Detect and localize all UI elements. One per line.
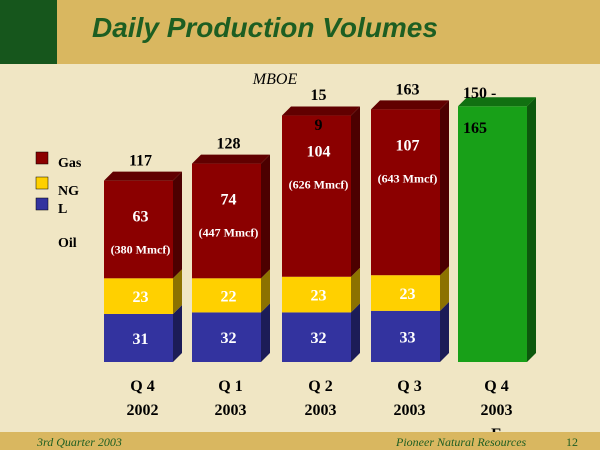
unit-label: MBOE xyxy=(252,71,298,88)
category-label-2: 2003 xyxy=(305,402,337,419)
estimate-range-label: 150 - xyxy=(463,85,496,102)
bar-gas-1 xyxy=(192,163,261,279)
legend-label-ngl: NG xyxy=(58,184,79,199)
bar-gas-2-side xyxy=(351,106,360,277)
value-label-gas-3: 107 xyxy=(396,137,420,154)
value-label-ngl-0: 23 xyxy=(133,289,149,306)
bar-gas-3-top xyxy=(371,100,449,110)
value-label-ngl-1: 22 xyxy=(221,288,237,305)
bar-gas-0-side xyxy=(173,171,182,279)
bar-gas-2 xyxy=(282,115,351,277)
bar-estimate xyxy=(458,106,527,362)
bar-gas-0 xyxy=(104,180,173,279)
bar-oil-3 xyxy=(371,310,440,362)
bar-gas-1-top xyxy=(192,154,270,164)
legend-label-oil: Oil xyxy=(58,236,77,251)
category-label-1: 2003 xyxy=(215,402,247,419)
gas-volume-note-0: (380 Mmcf) xyxy=(111,243,171,257)
bar-gas-2-top xyxy=(282,106,360,116)
total-label-1: 128 xyxy=(217,136,241,153)
footer-band xyxy=(0,432,600,450)
value-label-oil-1: 32 xyxy=(221,330,237,347)
value-label-ngl-3: 23 xyxy=(400,286,416,303)
value-label-oil-0: 31 xyxy=(133,331,149,348)
bar-ngl-3 xyxy=(371,275,440,311)
slide-title: Daily Production Volumes xyxy=(92,12,438,43)
bar-oil-1 xyxy=(192,312,261,362)
page-number: 12 xyxy=(566,435,578,449)
footer-company: Pioneer Natural Resources xyxy=(396,435,527,449)
bar-oil-1-side xyxy=(261,303,270,362)
category-label-0: 2002 xyxy=(127,402,159,419)
category-label-0: Q 4 xyxy=(130,378,154,395)
bar-gas-1-side xyxy=(261,154,270,279)
bar-oil-3-side xyxy=(440,301,449,362)
corner-block xyxy=(0,0,57,64)
bar-ngl-3-side xyxy=(440,266,449,311)
legend-swatch-oil xyxy=(35,197,49,211)
bar-oil-2 xyxy=(282,312,351,362)
gas-volume-note-2: (626 Mmcf) xyxy=(289,178,349,192)
legend-label-ngl: L xyxy=(58,202,67,217)
bar-oil-0-side xyxy=(173,304,182,362)
legend-label-gas: Gas xyxy=(58,156,82,171)
bar-oil-2-side xyxy=(351,303,360,362)
bar-oil-0 xyxy=(104,313,173,362)
production-chart: MBOE Gas NG L Oil 31 23 63 (380 Mmcf) 117 Q 4 2002 3… xyxy=(35,71,536,432)
bar-ngl-1 xyxy=(192,278,261,313)
total-label-3: 163 xyxy=(396,81,420,98)
value-label-ngl-2: 23 xyxy=(311,288,327,305)
bar-ngl-0 xyxy=(104,278,173,314)
bar-gas-0-top xyxy=(104,171,182,181)
value-label-gas-1: 74 xyxy=(221,192,237,209)
category-label-1: Q 1 xyxy=(218,378,242,395)
gas-volume-note-3: (643 Mmcf) xyxy=(378,171,438,185)
bar-estimate-top xyxy=(458,97,536,107)
footer-left: 3rd Quarter 2003 xyxy=(37,435,122,449)
bar-ngl-1-side xyxy=(261,269,270,313)
category-label-3: 2003 xyxy=(394,402,426,419)
value-label-oil-3: 33 xyxy=(400,329,416,346)
value-label-oil-2: 32 xyxy=(311,330,327,347)
total-label-2: 9 xyxy=(315,117,323,134)
bar-estimate-side xyxy=(527,97,536,362)
estimate-range-label: 165 xyxy=(463,120,487,137)
value-label-gas-0: 63 xyxy=(133,209,149,226)
bar-gas-3-side xyxy=(440,100,449,276)
gas-volume-note-1: (447 Mmcf) xyxy=(199,226,259,240)
category-label-4: Q 4 xyxy=(484,378,508,395)
title-band xyxy=(57,0,600,64)
bar-ngl-0-side xyxy=(173,269,182,314)
category-label-3: Q 3 xyxy=(397,378,421,395)
bar-ngl-2-side xyxy=(351,267,360,313)
category-label-2: Q 2 xyxy=(308,378,332,395)
legend-swatch-gas xyxy=(35,151,49,165)
legend-swatch-ngl xyxy=(35,176,49,190)
bar-ngl-2 xyxy=(282,276,351,313)
total-label-2: 15 xyxy=(311,87,327,104)
category-label-4: E xyxy=(491,426,502,432)
total-label-0: 117 xyxy=(129,153,152,170)
category-label-4: 2003 xyxy=(481,402,513,419)
value-label-gas-2: 104 xyxy=(307,144,331,161)
bar-gas-3 xyxy=(371,109,440,276)
